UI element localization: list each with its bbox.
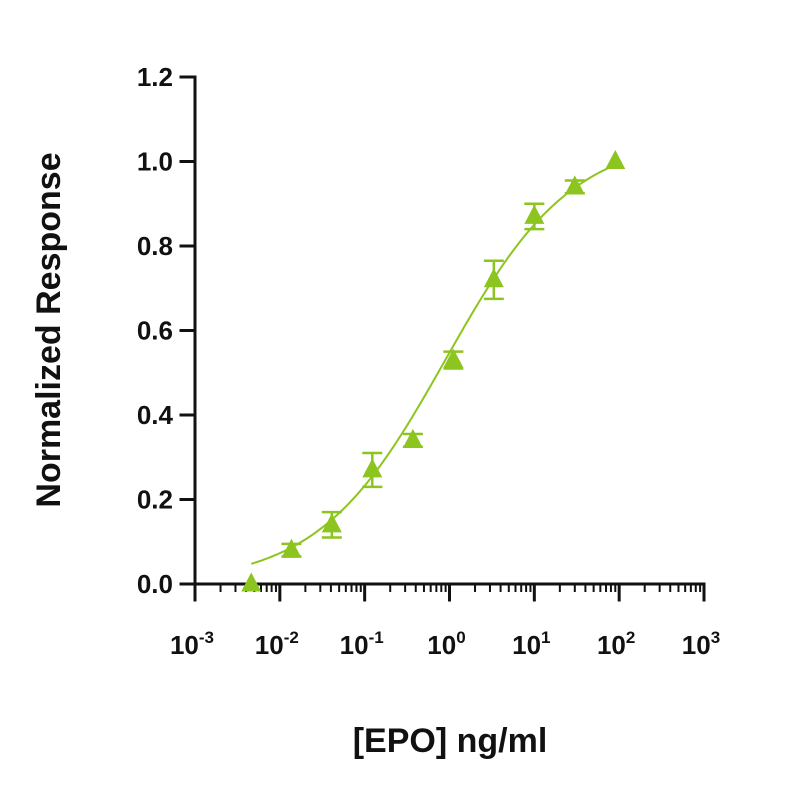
y-tick-label: 0.4 <box>137 400 174 430</box>
axes <box>179 75 706 602</box>
y-tick-label: 1.2 <box>137 62 173 92</box>
data-point <box>443 348 464 370</box>
y-tick-label: 1.0 <box>137 147 173 177</box>
x-tick-label: 100 <box>427 628 465 660</box>
x-tick-label: 103 <box>682 628 720 660</box>
y-tick-label: 0.0 <box>137 569 173 599</box>
data-point <box>362 451 383 489</box>
y-axis-title: Normalized Response <box>30 152 68 507</box>
data-point <box>321 510 342 539</box>
data-point <box>241 572 262 592</box>
data-point <box>524 202 545 231</box>
triangle-marker <box>443 348 464 368</box>
data-point <box>483 259 504 301</box>
data-point <box>605 150 626 169</box>
triangle-marker <box>281 538 302 558</box>
x-tick-labels: 10-3 10-2 10-1 100 101 102 103 <box>170 628 720 660</box>
x-axis-title: [EPO] ng/ml <box>353 722 548 760</box>
x-tick-label: 102 <box>597 628 635 660</box>
data-point <box>564 175 585 195</box>
triangle-marker <box>524 204 545 224</box>
x-tick-label: 10-1 <box>340 628 384 660</box>
x-tick-label: 101 <box>512 628 550 660</box>
triangle-marker <box>321 513 342 533</box>
y-tick-label: 0.2 <box>137 485 173 515</box>
y-tick-label: 0.8 <box>137 231 173 261</box>
data-point <box>402 428 423 448</box>
x-tick-label: 10-3 <box>170 628 214 660</box>
triangle-marker <box>564 175 585 195</box>
triangle-marker <box>605 150 626 169</box>
x-tick-label: 10-2 <box>255 628 299 660</box>
data-points <box>241 150 626 592</box>
fit-curve <box>250 164 616 565</box>
triangle-marker <box>362 458 383 478</box>
triangle-marker <box>483 268 504 288</box>
data-point <box>281 538 302 558</box>
y-tick-label: 0.6 <box>137 316 173 346</box>
triangle-marker <box>241 572 262 592</box>
triangle-marker <box>402 428 423 448</box>
y-tick-labels: 0.0 0.2 0.4 0.6 0.8 1.0 1.2 <box>137 62 174 599</box>
